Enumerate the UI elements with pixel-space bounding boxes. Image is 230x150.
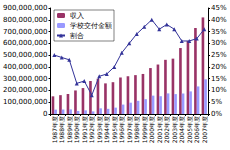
svg-text:1989年度: 1989年度 — [66, 116, 73, 143]
svg-text:800,000,000: 800,000,000 — [3, 16, 48, 24]
svg-text:35%: 35% — [211, 28, 227, 36]
svg-text:学校交付金額: 学校交付金額 — [70, 22, 112, 30]
svg-text:2002年度: 2002年度 — [163, 116, 170, 143]
svg-text:2003年度: 2003年度 — [171, 116, 178, 143]
svg-text:1998年度: 1998年度 — [133, 116, 140, 143]
svg-text:2004年度: 2004年度 — [178, 116, 185, 143]
svg-text:200,000,000: 200,000,000 — [3, 86, 48, 94]
svg-text:300,000,000: 300,000,000 — [3, 75, 48, 83]
svg-text:割合: 割合 — [70, 32, 84, 40]
svg-text:900,000,000: 900,000,000 — [3, 4, 48, 12]
svg-text:1988年度: 1988年度 — [58, 116, 65, 143]
svg-text:30%: 30% — [211, 39, 227, 47]
svg-text:1993年度: 1993年度 — [96, 116, 103, 143]
svg-text:1992年度: 1992年度 — [88, 116, 95, 143]
svg-text:1990年度: 1990年度 — [73, 116, 80, 143]
svg-text:100,000,000: 100,000,000 — [3, 98, 48, 106]
svg-text:2001年度: 2001年度 — [156, 116, 163, 143]
svg-text:15%: 15% — [211, 75, 227, 83]
svg-text:1999年度: 1999年度 — [141, 116, 148, 143]
svg-text:0%: 0% — [211, 110, 222, 118]
svg-text:1987年度: 1987年度 — [51, 116, 58, 143]
svg-text:2006年度: 2006年度 — [193, 116, 200, 143]
svg-text:700,000,000: 700,000,000 — [3, 28, 48, 36]
svg-text:1994年度: 1994年度 — [103, 116, 110, 143]
svg-text:45%: 45% — [211, 4, 227, 12]
svg-text:40%: 40% — [211, 16, 227, 24]
svg-text:5%: 5% — [211, 98, 222, 106]
svg-text:1991年度: 1991年度 — [81, 116, 88, 143]
svg-text:2005年度: 2005年度 — [186, 116, 193, 143]
svg-text:500,000,000: 500,000,000 — [3, 51, 48, 59]
svg-text:10%: 10% — [211, 86, 227, 94]
svg-text:1995年度: 1995年度 — [111, 116, 118, 143]
svg-text:2007年度: 2007年度 — [201, 116, 208, 143]
svg-text:25%: 25% — [211, 51, 227, 59]
svg-text:1997年度: 1997年度 — [126, 116, 133, 143]
svg-text:2000年度: 2000年度 — [148, 116, 155, 143]
svg-text:600,000,000: 600,000,000 — [3, 39, 48, 47]
svg-text:1996年度: 1996年度 — [118, 116, 125, 143]
svg-text:0: 0 — [43, 110, 47, 118]
svg-text:400,000,000: 400,000,000 — [3, 63, 48, 71]
svg-text:20%: 20% — [211, 63, 227, 71]
svg-text:収入: 収入 — [70, 12, 84, 20]
